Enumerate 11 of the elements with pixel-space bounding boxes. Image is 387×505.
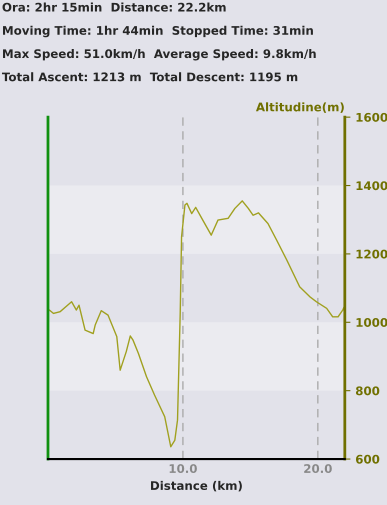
text: Ora: 2hr 15min Distance: 22.2km <box>2 2 226 12</box>
x-axis-title: Distance (km) <box>151 480 242 492</box>
text: Total Ascent: 1213 m Total Descent: 1195 m <box>2 72 298 82</box>
line-series <box>48 200 345 448</box>
y-tick-label: 800 <box>356 386 380 396</box>
y-axis-title: Altitudine(m) <box>256 102 344 113</box>
x-tick-label: 20.0 <box>304 464 332 474</box>
y-tick-label: 600 <box>356 454 380 464</box>
text: Moving Time: 1hr 44min Stopped Time: 31min <box>3 26 313 38</box>
x-tick-label: 10.0 <box>170 464 197 474</box>
text: Max Speed: 51.0km/h Average Speed: 9.8km/h <box>3 48 316 61</box>
